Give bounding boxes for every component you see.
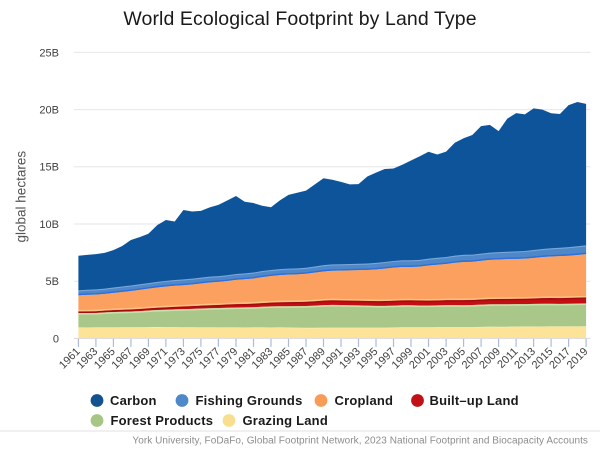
svg-text:Built–up Land: Built–up Land — [430, 393, 519, 408]
svg-text:Fishing Grounds: Fishing Grounds — [196, 393, 303, 408]
svg-text:Cropland: Cropland — [335, 393, 394, 408]
svg-text:World Ecological Footprint by: World Ecological Footprint by Land Type — [123, 8, 476, 30]
svg-text:25B: 25B — [39, 47, 59, 59]
svg-text:Carbon: Carbon — [110, 393, 157, 408]
svg-text:10B: 10B — [39, 219, 59, 231]
svg-text:Forest Products: Forest Products — [111, 413, 214, 428]
svg-text:20B: 20B — [39, 105, 59, 117]
svg-text:5B: 5B — [46, 276, 59, 288]
svg-text:York University, FoDaFo, Globa: York University, FoDaFo, Global Footprin… — [132, 436, 588, 447]
svg-text:Grazing Land: Grazing Land — [243, 413, 328, 428]
svg-text:0: 0 — [53, 333, 59, 345]
svg-text:15B: 15B — [39, 162, 59, 174]
svg-text:global hectares: global hectares — [14, 151, 29, 243]
